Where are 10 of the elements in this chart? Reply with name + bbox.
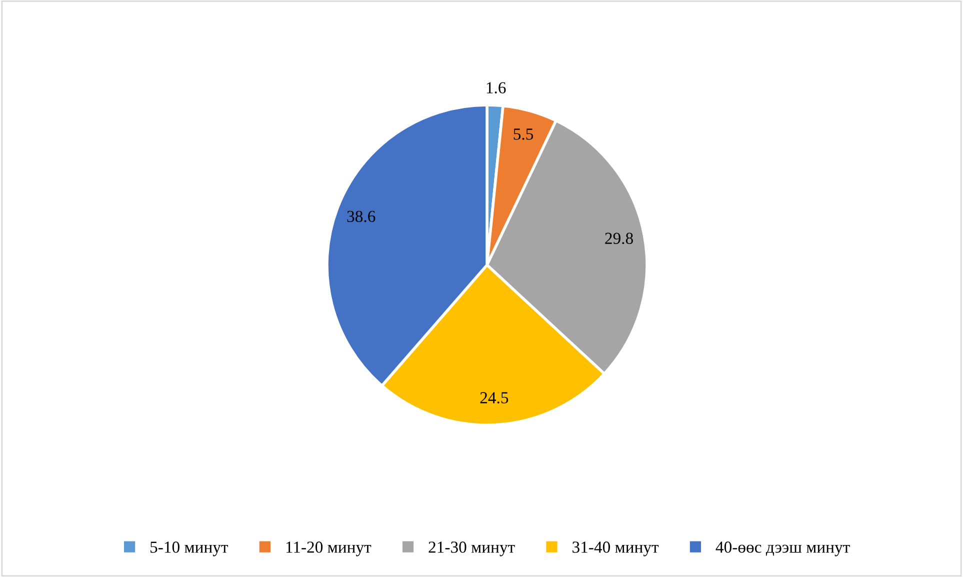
data-label: 29.8: [605, 232, 633, 244]
legend-label: 21-30 минут: [428, 542, 515, 556]
data-label: 38.6: [347, 210, 376, 222]
legend-label: 5-10 минут: [150, 542, 228, 556]
data-label: 5.5: [514, 128, 534, 140]
data-label: 24.5: [480, 392, 508, 404]
legend-label: 31-40 минут: [572, 542, 659, 556]
legend-label: 40-өөс дээш минут: [716, 542, 850, 556]
data-label: 1.6: [486, 82, 506, 94]
legend-label: 11-20 минут: [286, 542, 372, 556]
